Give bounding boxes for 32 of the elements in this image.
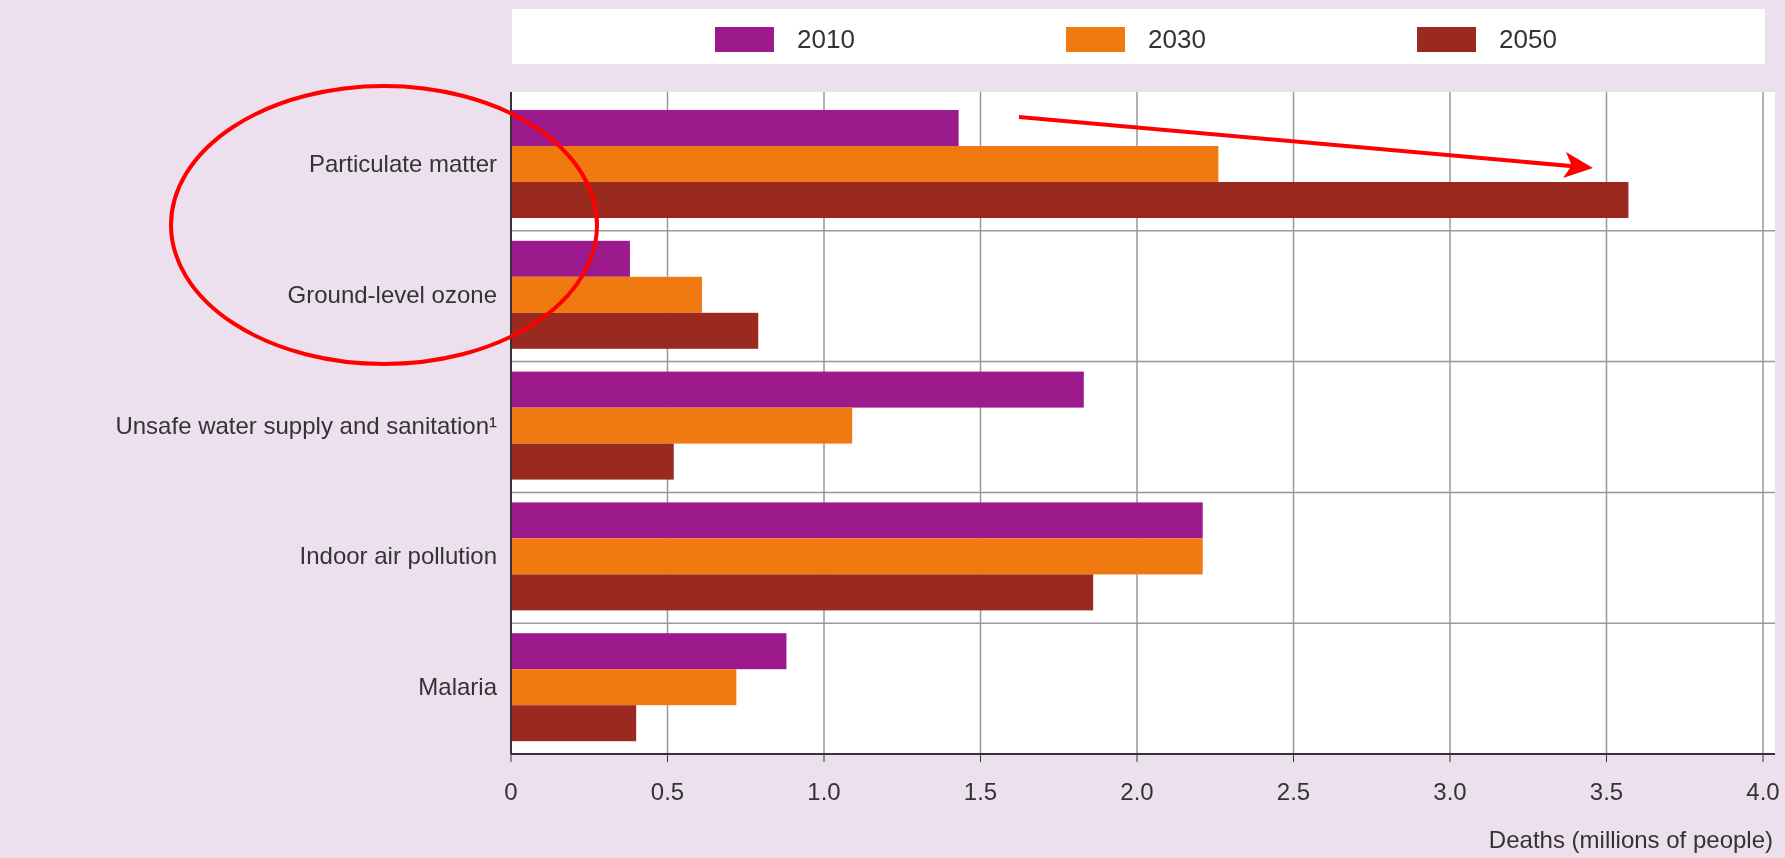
bar [511, 407, 853, 444]
y-tick-label: Ground-level ozone [287, 280, 497, 308]
x-tick-label: 3.5 [1589, 778, 1624, 805]
bar [511, 312, 759, 349]
x-tick-label: 2.0 [1120, 778, 1154, 805]
bar [511, 633, 787, 670]
bar [511, 669, 737, 706]
bar [511, 538, 1203, 575]
x-tick-label: 3.0 [1433, 778, 1467, 805]
y-tick-label: Unsafe water supply and sanitation¹ [115, 411, 497, 439]
x-tick-label: 0.5 [650, 778, 685, 805]
y-tick-label: Indoor air pollution [299, 542, 497, 570]
x-tick-label: 1.5 [963, 778, 998, 805]
x-axis-title: Deaths (millions of people) [1488, 826, 1773, 853]
legend-label: 2010 [797, 24, 855, 54]
bar [511, 110, 959, 146]
bar [511, 276, 702, 313]
x-tick-label: 4.0 [1746, 778, 1780, 805]
bar [511, 705, 637, 742]
bar [511, 574, 1094, 611]
bar [511, 443, 674, 480]
x-tick-label: 2.5 [1276, 778, 1311, 805]
x-tick-label: 1.0 [807, 778, 841, 805]
y-tick-label: Malaria [418, 673, 498, 701]
bar [511, 240, 630, 277]
bar [511, 182, 1629, 218]
legend-label: 2030 [1148, 24, 1206, 54]
x-tick-label: 0 [504, 778, 518, 805]
bar [511, 502, 1203, 539]
bar [511, 371, 1084, 408]
legend-label: 2050 [1499, 24, 1557, 54]
y-tick-label: Particulate matter [308, 150, 497, 177]
